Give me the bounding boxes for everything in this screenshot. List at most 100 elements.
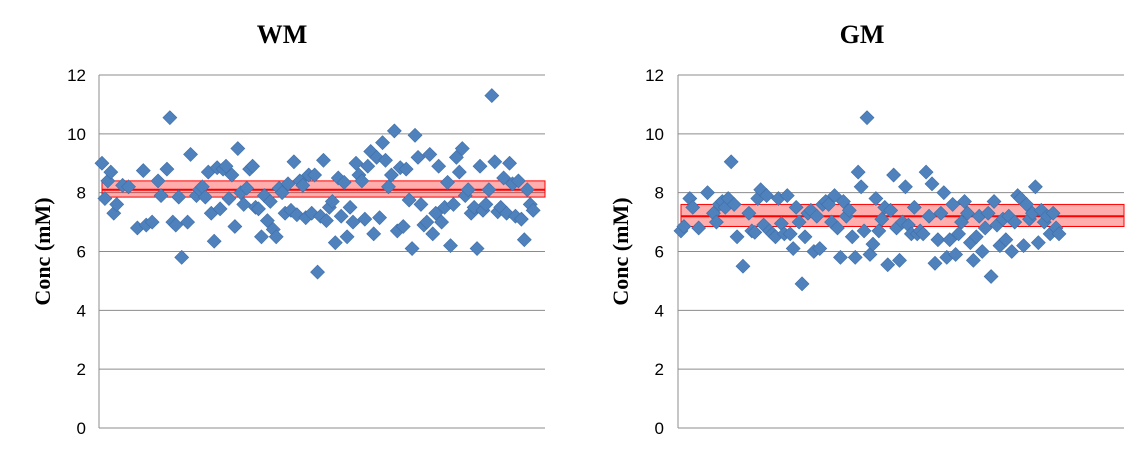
gm-data-point — [700, 185, 715, 201]
gm-data-point — [880, 257, 896, 273]
gm-data-point — [965, 252, 981, 268]
wm-data-point — [401, 192, 417, 208]
wm-data-point — [162, 110, 178, 126]
gm-data-point — [942, 232, 958, 248]
wm-data-point — [280, 176, 296, 192]
gm-data-point — [741, 205, 757, 221]
gm-data-point — [954, 214, 969, 230]
gm-data-point — [676, 219, 692, 234]
gm-data-point — [886, 167, 902, 183]
wm-data-point — [153, 188, 169, 204]
wm-data-point — [100, 173, 116, 189]
wm-data-point — [395, 219, 411, 234]
wm-data-point — [109, 197, 125, 212]
gm-data-point — [883, 202, 899, 218]
wm-data-point — [310, 264, 325, 280]
gm-data-point — [874, 211, 890, 227]
wm-data-point — [378, 152, 393, 168]
wm-data-point — [404, 241, 420, 256]
gm-data-point — [924, 176, 940, 192]
wm-data-point — [180, 214, 196, 230]
wm-data-point — [348, 155, 364, 171]
wm-data-point — [97, 191, 113, 206]
gm-data-point — [927, 255, 943, 271]
wm-data-point — [307, 167, 323, 183]
wm-data-point — [484, 88, 500, 104]
gm-data-point — [835, 194, 851, 209]
wm-data-point — [168, 217, 184, 233]
gm-data-point — [691, 220, 707, 236]
wm-data-point — [519, 182, 535, 198]
wm-data-point — [454, 141, 470, 156]
wm-data-point — [239, 180, 255, 196]
wm-data-point — [342, 199, 358, 215]
wm-chart-panel: 0 2 4 6 8 10 12 WM Conc (mM) — [30, 20, 546, 438]
wm-data-point — [324, 194, 340, 209]
wm-data-point — [516, 232, 532, 248]
gm-data-point — [906, 199, 922, 215]
wm-data-point — [496, 170, 512, 186]
wm-data-point — [221, 191, 237, 206]
gm-data-point — [868, 191, 884, 206]
wm-data-point — [174, 249, 190, 265]
wm-data-point — [434, 214, 450, 230]
wm-data-point — [144, 214, 160, 230]
wm-y-tick-label: 0 — [77, 419, 86, 438]
wm-data-point — [472, 158, 488, 174]
wm-data-point — [419, 214, 435, 230]
wm-data-point — [259, 213, 275, 229]
gm-data-point — [779, 188, 795, 204]
gm-data-point — [1051, 226, 1067, 242]
wm-y-tick-label: 6 — [77, 243, 86, 262]
gm-y-tick-label: 0 — [655, 419, 664, 438]
wm-data-point — [319, 213, 334, 229]
wm-data-point — [431, 158, 447, 174]
gm-data-point — [957, 194, 972, 209]
wm-data-point — [510, 173, 526, 189]
gm-data-point — [1030, 235, 1046, 251]
gm-data-point — [1045, 205, 1061, 221]
gm-y-tick-label: 6 — [655, 243, 664, 262]
gm-y-tick-label: 4 — [655, 301, 664, 320]
gm-data-point — [809, 208, 825, 224]
wm-data-point — [230, 141, 246, 156]
wm-y-axis-label: Conc (mM) — [30, 197, 55, 305]
gm-y-tick-label: 12 — [645, 66, 664, 85]
wm-data-point — [339, 229, 355, 245]
wm-data-point — [262, 194, 278, 209]
gm-data-point — [844, 229, 860, 245]
gm-data-point — [791, 214, 807, 230]
wm-data-point — [206, 233, 222, 249]
gm-data-point — [788, 199, 804, 215]
wm-data-point — [448, 149, 464, 165]
gm-chart-title: GM — [840, 20, 885, 49]
gm-y-tick-label: 10 — [645, 125, 664, 144]
wm-data-point — [443, 238, 458, 254]
gm-data-point — [1027, 179, 1043, 195]
gm-data-point — [847, 249, 863, 265]
wm-y-tick-label: 12 — [67, 66, 86, 85]
wm-data-point — [227, 219, 243, 234]
gm-data-point — [948, 247, 964, 262]
gm-data-point — [723, 154, 739, 170]
wm-data-point — [254, 229, 269, 245]
wm-y-tick-label: 2 — [77, 360, 86, 379]
gm-data-point — [841, 202, 857, 218]
gm-data-point — [812, 241, 828, 256]
wm-data-point — [286, 154, 302, 170]
wm-data-point — [150, 173, 166, 189]
wm-chart-title: WM — [257, 20, 308, 49]
gm-y-tick-label: 8 — [655, 184, 664, 203]
wm-data-point — [135, 163, 151, 179]
wm-data-point — [383, 167, 399, 183]
gm-data-point — [735, 258, 751, 274]
wm-data-point — [327, 235, 343, 251]
wm-data-point — [121, 179, 136, 195]
wm-data-point — [446, 197, 461, 212]
wm-y-tick-label: 4 — [77, 301, 86, 320]
gm-data-point — [782, 226, 798, 242]
wm-data-point — [466, 199, 482, 215]
gm-data-point — [986, 194, 1002, 209]
wm-data-point — [372, 210, 388, 226]
wm-data-point — [274, 185, 290, 201]
